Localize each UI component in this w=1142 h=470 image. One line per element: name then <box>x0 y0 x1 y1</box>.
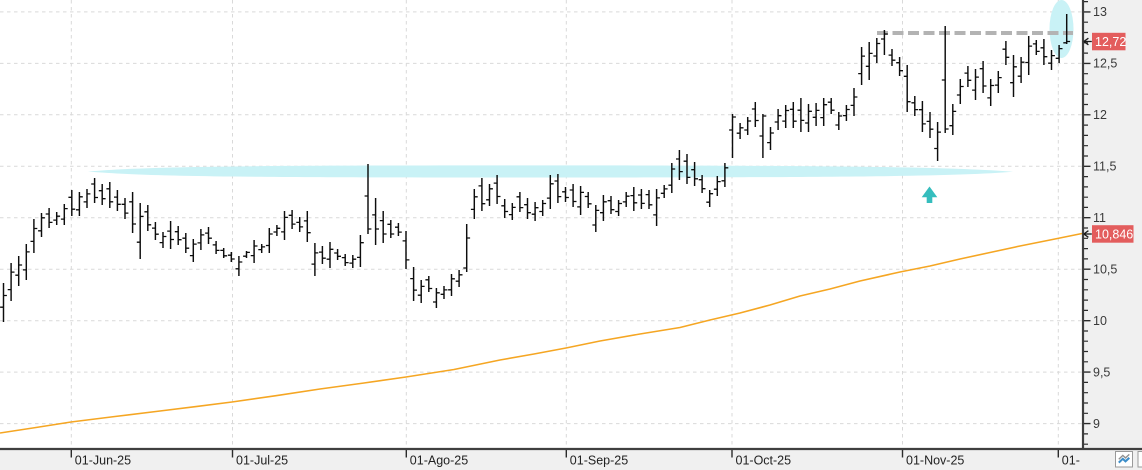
svg-text:13: 13 <box>1093 5 1107 19</box>
svg-text:01-Jun-25: 01-Jun-25 <box>75 454 131 468</box>
svg-text:11: 11 <box>1093 211 1106 225</box>
svg-text:12,5: 12,5 <box>1093 57 1117 71</box>
svg-text:01-Oct-25: 01-Oct-25 <box>736 454 792 468</box>
svg-text:11,5: 11,5 <box>1093 160 1116 174</box>
svg-text:01-Nov-25: 01-Nov-25 <box>906 454 964 468</box>
svg-text:12: 12 <box>1093 108 1107 122</box>
svg-text:01-Ago-25: 01-Ago-25 <box>410 454 468 468</box>
svg-text:12,72: 12,72 <box>1095 35 1126 49</box>
svg-text:9,5: 9,5 <box>1093 365 1110 379</box>
svg-text:01-Jul-25: 01-Jul-25 <box>236 454 288 468</box>
svg-text:10: 10 <box>1093 314 1107 328</box>
svg-text:01-Sep-25: 01-Sep-25 <box>570 454 628 468</box>
svg-text:10,5: 10,5 <box>1093 262 1117 276</box>
svg-text:01-: 01- <box>1062 454 1080 468</box>
svg-text:10,846: 10,846 <box>1095 227 1133 241</box>
svg-text:9: 9 <box>1093 417 1100 431</box>
